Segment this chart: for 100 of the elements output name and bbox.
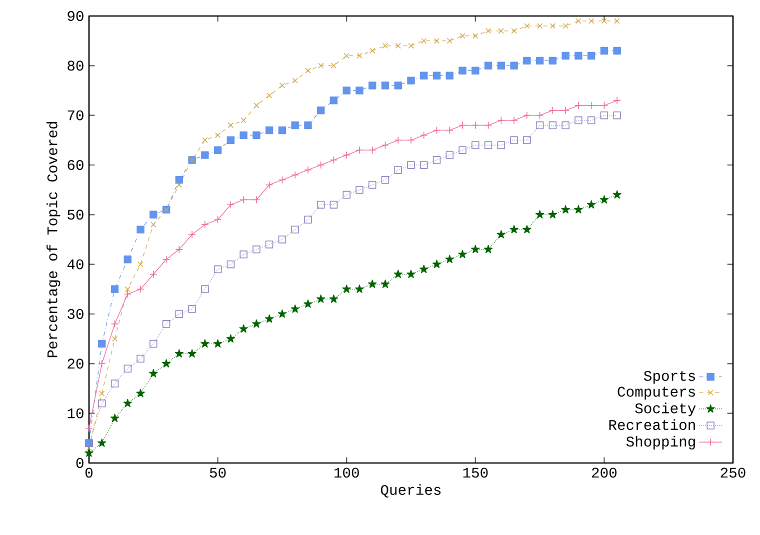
point xyxy=(240,131,248,140)
point xyxy=(110,320,119,328)
point xyxy=(316,294,326,303)
point xyxy=(497,116,506,124)
point xyxy=(316,106,325,114)
point xyxy=(471,244,480,254)
point xyxy=(176,182,182,188)
point xyxy=(213,339,222,348)
x-tick-label: 200 xyxy=(592,468,616,478)
point xyxy=(511,28,517,34)
legend-label: Society xyxy=(635,402,696,416)
point xyxy=(252,196,260,204)
point xyxy=(162,320,170,328)
point xyxy=(394,82,402,90)
point xyxy=(574,116,582,124)
point xyxy=(368,180,376,189)
point xyxy=(304,121,312,130)
point xyxy=(98,340,106,348)
point xyxy=(536,23,543,29)
point xyxy=(279,82,286,88)
point xyxy=(472,66,480,74)
legend-label: Shopping xyxy=(626,436,695,450)
point xyxy=(188,305,196,313)
point xyxy=(290,304,300,313)
point xyxy=(200,339,210,348)
point xyxy=(612,190,622,199)
point xyxy=(329,294,338,303)
point xyxy=(485,28,492,34)
legend-label: Computers xyxy=(618,386,695,400)
point xyxy=(356,146,364,154)
point xyxy=(510,62,518,70)
point xyxy=(138,261,144,268)
point xyxy=(600,195,609,204)
point xyxy=(382,42,388,49)
point xyxy=(252,131,260,140)
point xyxy=(136,354,144,363)
y-tick-label: 10 xyxy=(68,408,84,418)
point xyxy=(150,340,158,348)
point xyxy=(86,445,92,451)
point xyxy=(496,230,506,238)
y-tick-label: 20 xyxy=(68,358,84,369)
point xyxy=(150,222,156,228)
point xyxy=(344,52,350,59)
y-tick-label: 50 xyxy=(68,210,84,220)
point xyxy=(368,280,377,288)
point xyxy=(536,111,544,120)
legend-label: Recreation xyxy=(609,419,695,430)
point xyxy=(432,126,441,134)
point xyxy=(124,364,132,372)
point xyxy=(432,260,442,268)
point xyxy=(434,38,440,44)
point xyxy=(110,414,120,422)
point xyxy=(562,106,570,114)
point xyxy=(522,225,532,234)
point xyxy=(613,46,621,55)
point xyxy=(380,280,390,288)
point xyxy=(188,349,196,358)
point xyxy=(304,216,312,224)
point xyxy=(574,52,582,60)
point xyxy=(406,270,416,278)
point xyxy=(600,102,608,110)
point xyxy=(587,102,596,110)
point xyxy=(304,299,312,308)
point xyxy=(524,23,530,29)
point xyxy=(458,66,466,74)
point xyxy=(342,151,350,159)
point xyxy=(124,255,132,264)
point xyxy=(123,398,132,408)
point xyxy=(112,336,118,342)
point xyxy=(445,254,454,264)
point xyxy=(420,131,428,140)
point xyxy=(226,200,235,209)
point xyxy=(600,46,608,55)
point xyxy=(561,205,570,214)
point xyxy=(240,250,248,258)
point xyxy=(587,116,596,124)
point xyxy=(536,56,544,65)
point xyxy=(162,359,171,368)
point xyxy=(278,236,286,244)
point xyxy=(124,286,130,292)
point xyxy=(136,388,145,398)
point xyxy=(420,264,428,274)
y-tick-label: 80 xyxy=(68,60,84,71)
point xyxy=(175,176,184,184)
point xyxy=(201,285,209,294)
point xyxy=(98,400,106,408)
point xyxy=(484,141,492,149)
y-tick-label: 90 xyxy=(68,11,84,21)
point xyxy=(99,390,105,396)
y-tick-label: 30 xyxy=(68,309,84,319)
point xyxy=(228,122,234,128)
point xyxy=(381,82,390,90)
point xyxy=(587,52,596,60)
point xyxy=(562,23,568,29)
x-tick-label: 100 xyxy=(334,468,359,478)
point xyxy=(240,117,246,124)
point xyxy=(420,72,428,80)
point xyxy=(214,146,222,154)
point xyxy=(548,56,557,65)
x-axis-title: Queries xyxy=(380,484,441,498)
